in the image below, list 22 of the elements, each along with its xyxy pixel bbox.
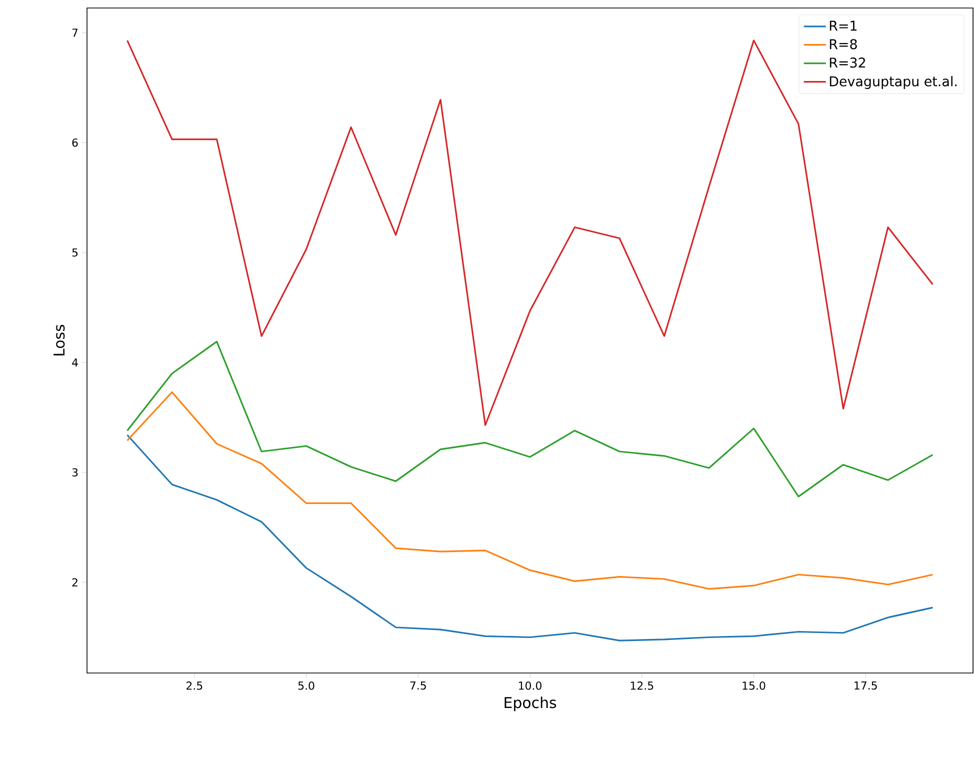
- x-tick-label: 7.5: [410, 682, 426, 690]
- legend-label: R=8: [830, 39, 857, 50]
- line-series: [126, 391, 934, 590]
- x-tick-label: 10.0: [519, 682, 542, 690]
- x-tick-label: 5.0: [298, 682, 314, 690]
- x-axis-title: Epochs: [504, 696, 556, 712]
- y-tick-label: 7: [72, 28, 78, 37]
- y-tick-label: 5: [72, 248, 78, 257]
- legend-label: R=32: [830, 58, 866, 68]
- legend-label: R=1: [830, 20, 857, 31]
- y-tick-label: 3: [72, 468, 78, 477]
- line-series: [126, 340, 934, 498]
- y-axis-title: Loss: [54, 324, 65, 356]
- x-tick-label: 2.5: [186, 682, 202, 690]
- line-series: [126, 434, 934, 642]
- x-tick-label: 15.0: [742, 682, 766, 690]
- x-tick-label: 17.5: [854, 682, 877, 690]
- legend-label: Devaguptapu et.al.: [830, 76, 957, 89]
- y-tick-label: 2: [72, 578, 78, 586]
- x-tick-label: 12.5: [630, 682, 654, 690]
- y-tick-label: 6: [72, 138, 78, 147]
- y-tick-label: 4: [72, 358, 78, 366]
